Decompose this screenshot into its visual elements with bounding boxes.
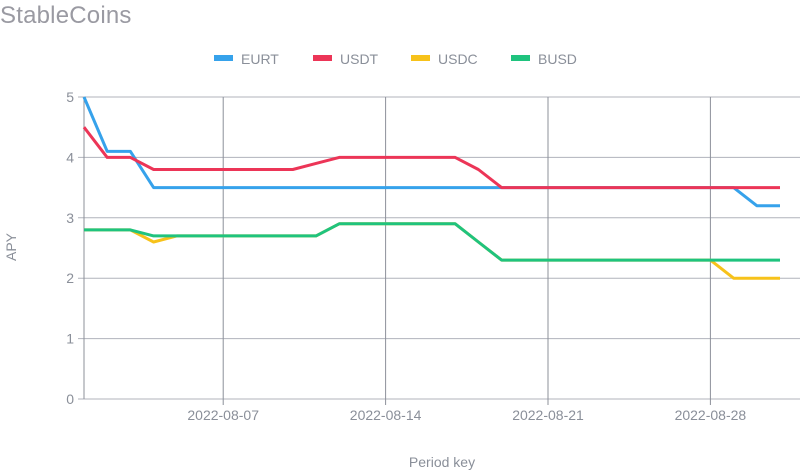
legend-label: USDT [340, 51, 379, 67]
legend-item-usdt[interactable]: USDT [313, 51, 379, 67]
y-tick-label: 3 [66, 210, 74, 226]
axes: 0 1 2 3 4 5 2022-08-07 2022-08-14 2022-08-21 2022… [66, 89, 746, 423]
series-line-busd [84, 222, 780, 262]
legend-swatch [511, 55, 530, 61]
x-tick-label: 2022-08-14 [350, 407, 422, 423]
x-tick-label: 2022-08-28 [675, 407, 747, 423]
legend-label: EURT [241, 51, 279, 67]
series-lines [82, 96, 780, 280]
y-tick-label: 5 [66, 89, 74, 105]
series-line-eurt [82, 96, 780, 208]
legend-label: BUSD [538, 51, 577, 67]
legend-item-busd[interactable]: BUSD [511, 51, 577, 67]
legend-item-eurt[interactable]: EURT [214, 51, 279, 67]
legend-label: USDC [438, 51, 478, 67]
y-axis-label: APY [3, 232, 19, 261]
legend-swatch [411, 55, 430, 61]
y-tick-label: 1 [66, 331, 74, 347]
series-line-usdc [84, 222, 780, 280]
legend-swatch [313, 55, 332, 61]
x-tick-label: 2022-08-07 [187, 407, 259, 423]
y-tick-label: 0 [66, 391, 74, 407]
legend-item-usdc[interactable]: USDC [411, 51, 478, 67]
legend: EURT USDT USDC BUSD [214, 51, 577, 67]
x-tick-label: 2022-08-21 [512, 407, 584, 423]
grid [78, 96, 800, 405]
x-axis-label: Period key [409, 454, 475, 470]
y-tick-label: 2 [66, 270, 74, 286]
series-line-usdt [82, 126, 780, 190]
legend-swatch [214, 55, 233, 61]
chart-title: StableCoins [0, 2, 132, 29]
y-tick-label: 4 [66, 149, 74, 165]
